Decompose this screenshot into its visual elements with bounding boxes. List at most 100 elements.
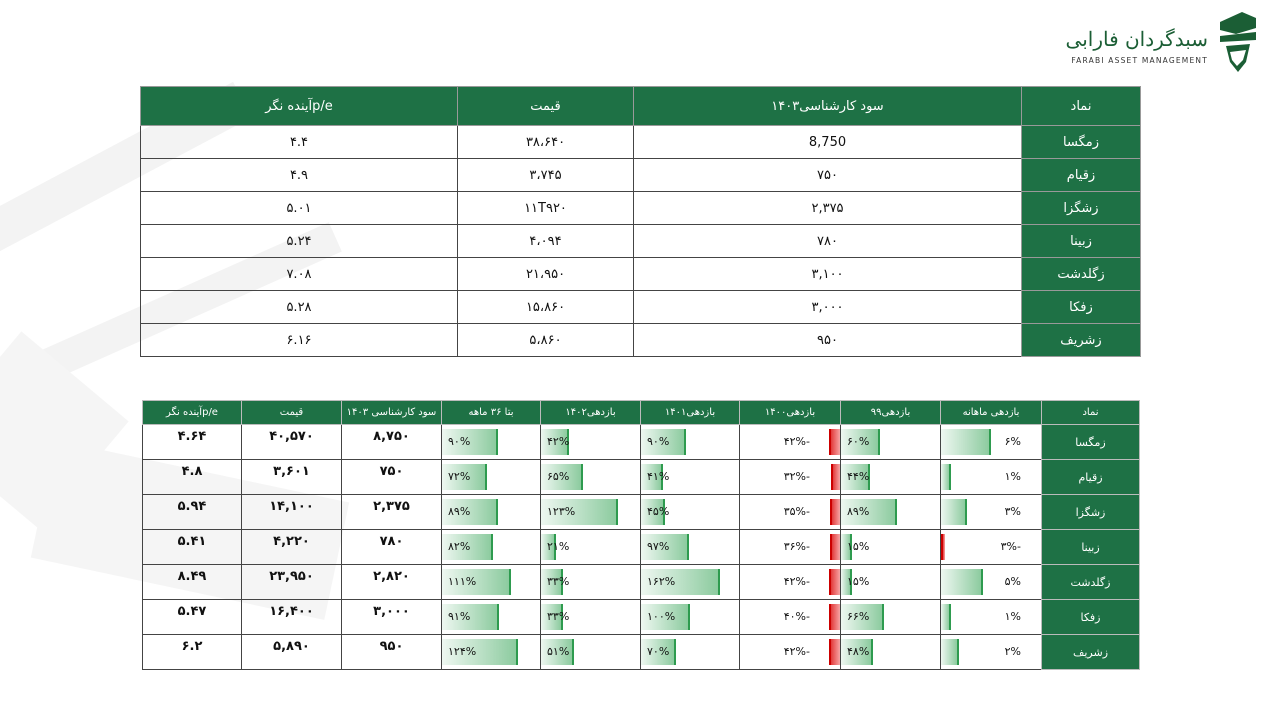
data-bar bbox=[541, 534, 556, 560]
table-row: زبینا ۷۸۰ ۴،۰۹۴ ۵.۲۴ bbox=[140, 224, 1141, 258]
table-row: زمگسا ۶% ۶۰% -۴۲% ۹۰% ۴۲% ۹۰% ۸,۷۵۰ ۴۰,۵۷۰ ۴.۶۴ bbox=[142, 424, 1140, 460]
return-99-cell: ۶۰% bbox=[840, 424, 941, 460]
data-bar bbox=[442, 464, 488, 490]
symbol-cell: زفکا bbox=[1041, 599, 1140, 635]
data-bar bbox=[442, 569, 511, 595]
profit-cell: ۹۵۰ bbox=[633, 323, 1022, 357]
cell-value: ۴۸% bbox=[847, 645, 870, 658]
cell-value: ۹۷% bbox=[647, 540, 670, 553]
profit-cell: ۳,۰۰۰ bbox=[633, 290, 1022, 324]
cell-value: ۳% bbox=[1004, 505, 1021, 518]
return-1400-cell: -۴۲% bbox=[739, 634, 841, 670]
return-99-cell: ۱۵% bbox=[840, 529, 941, 565]
profit-cell: 8,750 bbox=[633, 125, 1022, 159]
data-bar bbox=[941, 569, 983, 595]
column-header-monthly-return: بازدهی ماهانه bbox=[940, 400, 1042, 425]
column-header-beta: بتا ۳۶ ماهه bbox=[441, 400, 541, 425]
return-1401-cell: ۴۱% bbox=[640, 459, 740, 495]
monthly-return-cell: ۵% bbox=[940, 564, 1042, 600]
profit-cell: ۷۸۰ bbox=[341, 529, 442, 565]
beta-cell: ۷۲% bbox=[441, 459, 541, 495]
symbol-cell: زشریف bbox=[1041, 634, 1140, 670]
data-bar bbox=[641, 604, 691, 630]
cell-value: -۳۲% bbox=[783, 470, 810, 483]
pe-cell: ۵.۰۱ bbox=[140, 191, 458, 225]
return-99-cell: ۴۴% bbox=[840, 459, 941, 495]
profit-cell: ۹۵۰ bbox=[341, 634, 442, 670]
cell-value: ۱۶۲% bbox=[647, 575, 676, 588]
data-bar bbox=[941, 429, 991, 455]
return-1402-cell: ۶۵% bbox=[540, 459, 641, 495]
data-bar bbox=[442, 639, 519, 665]
cell-value: ۱۵% bbox=[847, 540, 870, 553]
price-cell: ۱۴,۱۰۰ bbox=[241, 494, 342, 530]
price-cell: ۳۸،۶۴۰ bbox=[457, 125, 634, 159]
symbol-cell: زگلدشت bbox=[1041, 564, 1140, 600]
symbol-cell: زبینا bbox=[1041, 529, 1140, 565]
column-header-return-1402: بازدهی۱۴۰۲ bbox=[540, 400, 641, 425]
column-header-symbol: نماد bbox=[1041, 400, 1140, 425]
valuation-table: نماد سود کارشناسی۱۴۰۳ قیمت p/eآینده نگر … bbox=[140, 86, 1141, 357]
data-bar bbox=[541, 499, 619, 525]
data-bar bbox=[442, 499, 498, 525]
data-bar bbox=[641, 499, 665, 525]
return-1400-cell: -۳۵% bbox=[739, 494, 841, 530]
pe-cell: ۸.۴۹ bbox=[142, 564, 242, 600]
negative-data-bar bbox=[829, 604, 840, 630]
monthly-return-cell: ۱% bbox=[940, 459, 1042, 495]
data-bar bbox=[941, 464, 951, 490]
return-1402-cell: ۵۱% bbox=[540, 634, 641, 670]
cell-value: ۱۵% bbox=[847, 575, 870, 588]
table-row: زشریف ۹۵۰ ۵،۸۶۰ ۶.۱۶ bbox=[140, 323, 1141, 357]
column-header-return-99: بازدهی۹۹ bbox=[840, 400, 941, 425]
data-bar bbox=[641, 464, 663, 490]
data-bar bbox=[941, 499, 967, 525]
data-bar bbox=[442, 429, 498, 455]
pe-cell: ۴.۴ bbox=[140, 125, 458, 159]
data-bar bbox=[841, 639, 873, 665]
negative-data-bar bbox=[830, 534, 840, 560]
cell-value: ۱۲۴% bbox=[448, 645, 477, 658]
pe-cell: ۵.۹۴ bbox=[142, 494, 242, 530]
profit-cell: ۲,۸۲۰ bbox=[341, 564, 442, 600]
data-bar bbox=[841, 569, 852, 595]
return-99-cell: ۸۹% bbox=[840, 494, 941, 530]
data-bar bbox=[541, 604, 563, 630]
cell-value: ۶۶% bbox=[847, 610, 870, 623]
table-row: زمگسا 8,750 ۳۸،۶۴۰ ۴.۴ bbox=[140, 125, 1141, 159]
logo-title: سبدگردان فارابی bbox=[1065, 27, 1208, 51]
table-row: زفکا ۱% ۶۶% -۴۰% ۱۰۰% ۳۳% ۹۱% ۳,۰۰۰ ۱۶,۴۰۰ ۵.۴۷ bbox=[142, 599, 1140, 635]
table-row: زشگزا ۳% ۸۹% -۳۵% ۴۵% ۱۲۳% ۸۹% ۲,۳۷۵ ۱۴,۱۰۰ ۵.۹۴ bbox=[142, 494, 1140, 530]
pe-cell: ۶.۱۶ bbox=[140, 323, 458, 357]
data-bar bbox=[941, 639, 959, 665]
cell-value: -۴۲% bbox=[783, 575, 810, 588]
monthly-return-cell: ۶% bbox=[940, 424, 1042, 460]
return-99-cell: ۶۶% bbox=[840, 599, 941, 635]
return-1400-cell: -۴۲% bbox=[739, 424, 841, 460]
monthly-return-cell: ۱% bbox=[940, 599, 1042, 635]
cell-value: ۳۳% bbox=[547, 610, 570, 623]
return-1402-cell: ۳۳% bbox=[540, 564, 641, 600]
symbol-cell: زشگزا bbox=[1041, 494, 1140, 530]
pe-cell: ۴.۸ bbox=[142, 459, 242, 495]
negative-data-bar bbox=[941, 534, 945, 560]
cell-value: ۴۵% bbox=[647, 505, 670, 518]
cell-value: ۸۹% bbox=[847, 505, 870, 518]
data-bar bbox=[641, 569, 721, 595]
data-bar bbox=[841, 499, 898, 525]
pe-cell: ۷.۰۸ bbox=[140, 257, 458, 291]
negative-data-bar bbox=[829, 639, 840, 665]
data-bar bbox=[641, 534, 690, 560]
symbol-cell: زشگزا bbox=[1021, 191, 1141, 225]
cell-value: ۷۰% bbox=[647, 645, 670, 658]
beta-cell: ۱۱۱% bbox=[441, 564, 541, 600]
pe-cell: ۵.۴۷ bbox=[142, 599, 242, 635]
price-cell: ۵,۸۹۰ bbox=[241, 634, 342, 670]
table-row: زشریف ۲% ۴۸% -۴۲% ۷۰% ۵۱% ۱۲۴% ۹۵۰ ۵,۸۹۰ ۶.۲ bbox=[142, 634, 1140, 670]
symbol-cell: زشریف bbox=[1021, 323, 1141, 357]
cell-value: ۹۰% bbox=[647, 435, 670, 448]
cell-value: ۷۲% bbox=[448, 470, 471, 483]
column-header-return-1400: بازدهی۱۴۰۰ bbox=[739, 400, 841, 425]
data-bar bbox=[442, 534, 493, 560]
cell-value: ۱% bbox=[1004, 610, 1021, 623]
